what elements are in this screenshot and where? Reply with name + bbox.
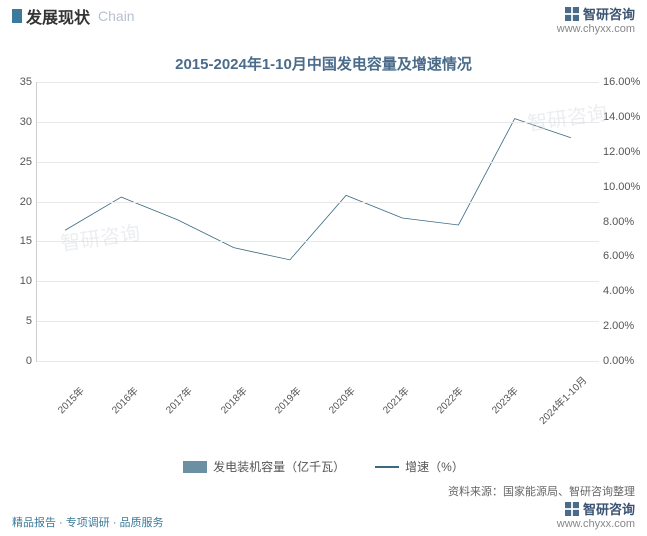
legend-line: 增速（%） (375, 458, 464, 475)
y-right-tick: 0.00% (603, 355, 647, 367)
grid-line (37, 281, 599, 282)
section-title: 发展现状 (26, 4, 90, 28)
footer: 精品报告 · 专项调研 · 品质服务 资料来源：国家能源局、智研咨询整理 智研咨… (0, 483, 647, 536)
y-right-tick: 8.00% (603, 216, 647, 228)
y-right-tick: 12.00% (603, 146, 647, 158)
y-left-tick: 20 (7, 196, 32, 208)
footer-logo: 智研咨询 (448, 499, 635, 518)
header-left: 发展现状 Chain (12, 4, 135, 28)
y-right-tick: 16.00% (603, 76, 647, 88)
grid-line (37, 361, 599, 362)
y-left-tick: 0 (7, 355, 32, 367)
y-left-tick: 15 (7, 235, 32, 247)
grid-line (37, 162, 599, 163)
bar-container (37, 82, 599, 361)
legend-bar-label: 发电装机容量（亿千瓦） (213, 458, 345, 475)
y-left-tick: 30 (7, 116, 32, 128)
footer-source: 资料来源：国家能源局、智研咨询整理 (448, 483, 635, 499)
y-left-tick: 35 (7, 76, 32, 88)
chart-area: 智研咨询 智研咨询 2015年2016年2017年2018年2019年2020年… (0, 82, 647, 412)
logo-icon (565, 7, 579, 21)
legend-line-label: 增速（%） (405, 458, 464, 475)
header: 发展现状 Chain 智研咨询 www.chyxx.com (0, 0, 647, 37)
grid-line (37, 82, 599, 83)
chart-title: 2015-2024年1-10月中国发电容量及增速情况 (0, 37, 647, 82)
footer-logo-text: 智研咨询 (583, 499, 635, 518)
legend: 发电装机容量（亿千瓦） 增速（%） (0, 412, 647, 483)
y-left-tick: 5 (7, 315, 32, 327)
footer-left: 精品报告 · 专项调研 · 品质服务 (12, 514, 164, 530)
legend-bar: 发电装机容量（亿千瓦） (183, 458, 345, 475)
legend-bar-icon (183, 461, 207, 473)
y-left-tick: 10 (7, 275, 32, 287)
y-right-tick: 14.00% (603, 111, 647, 123)
y-right-tick: 2.00% (603, 320, 647, 332)
logo-text: 智研咨询 (583, 4, 635, 23)
footer-url: www.chyxx.com (448, 518, 635, 530)
grid-line (37, 241, 599, 242)
y-right-tick: 4.00% (603, 285, 647, 297)
y-left-tick: 25 (7, 156, 32, 168)
grid-line (37, 122, 599, 123)
y-right-tick: 6.00% (603, 250, 647, 262)
logo-icon (565, 502, 579, 516)
grid-line (37, 321, 599, 322)
header-right: 智研咨询 www.chyxx.com (557, 4, 635, 35)
section-subtitle: Chain (98, 8, 135, 24)
y-right-tick: 10.00% (603, 181, 647, 193)
x-axis-labels: 2015年2016年2017年2018年2019年2020年2021年2022年… (37, 392, 599, 407)
chart-plot: 2015年2016年2017年2018年2019年2020年2021年2022年… (36, 82, 599, 362)
footer-right: 资料来源：国家能源局、智研咨询整理 智研咨询 www.chyxx.com (448, 483, 635, 530)
header-url: www.chyxx.com (557, 23, 635, 35)
legend-line-icon (375, 466, 399, 468)
logo: 智研咨询 (557, 4, 635, 23)
grid-line (37, 202, 599, 203)
section-bullet-icon (12, 9, 22, 23)
